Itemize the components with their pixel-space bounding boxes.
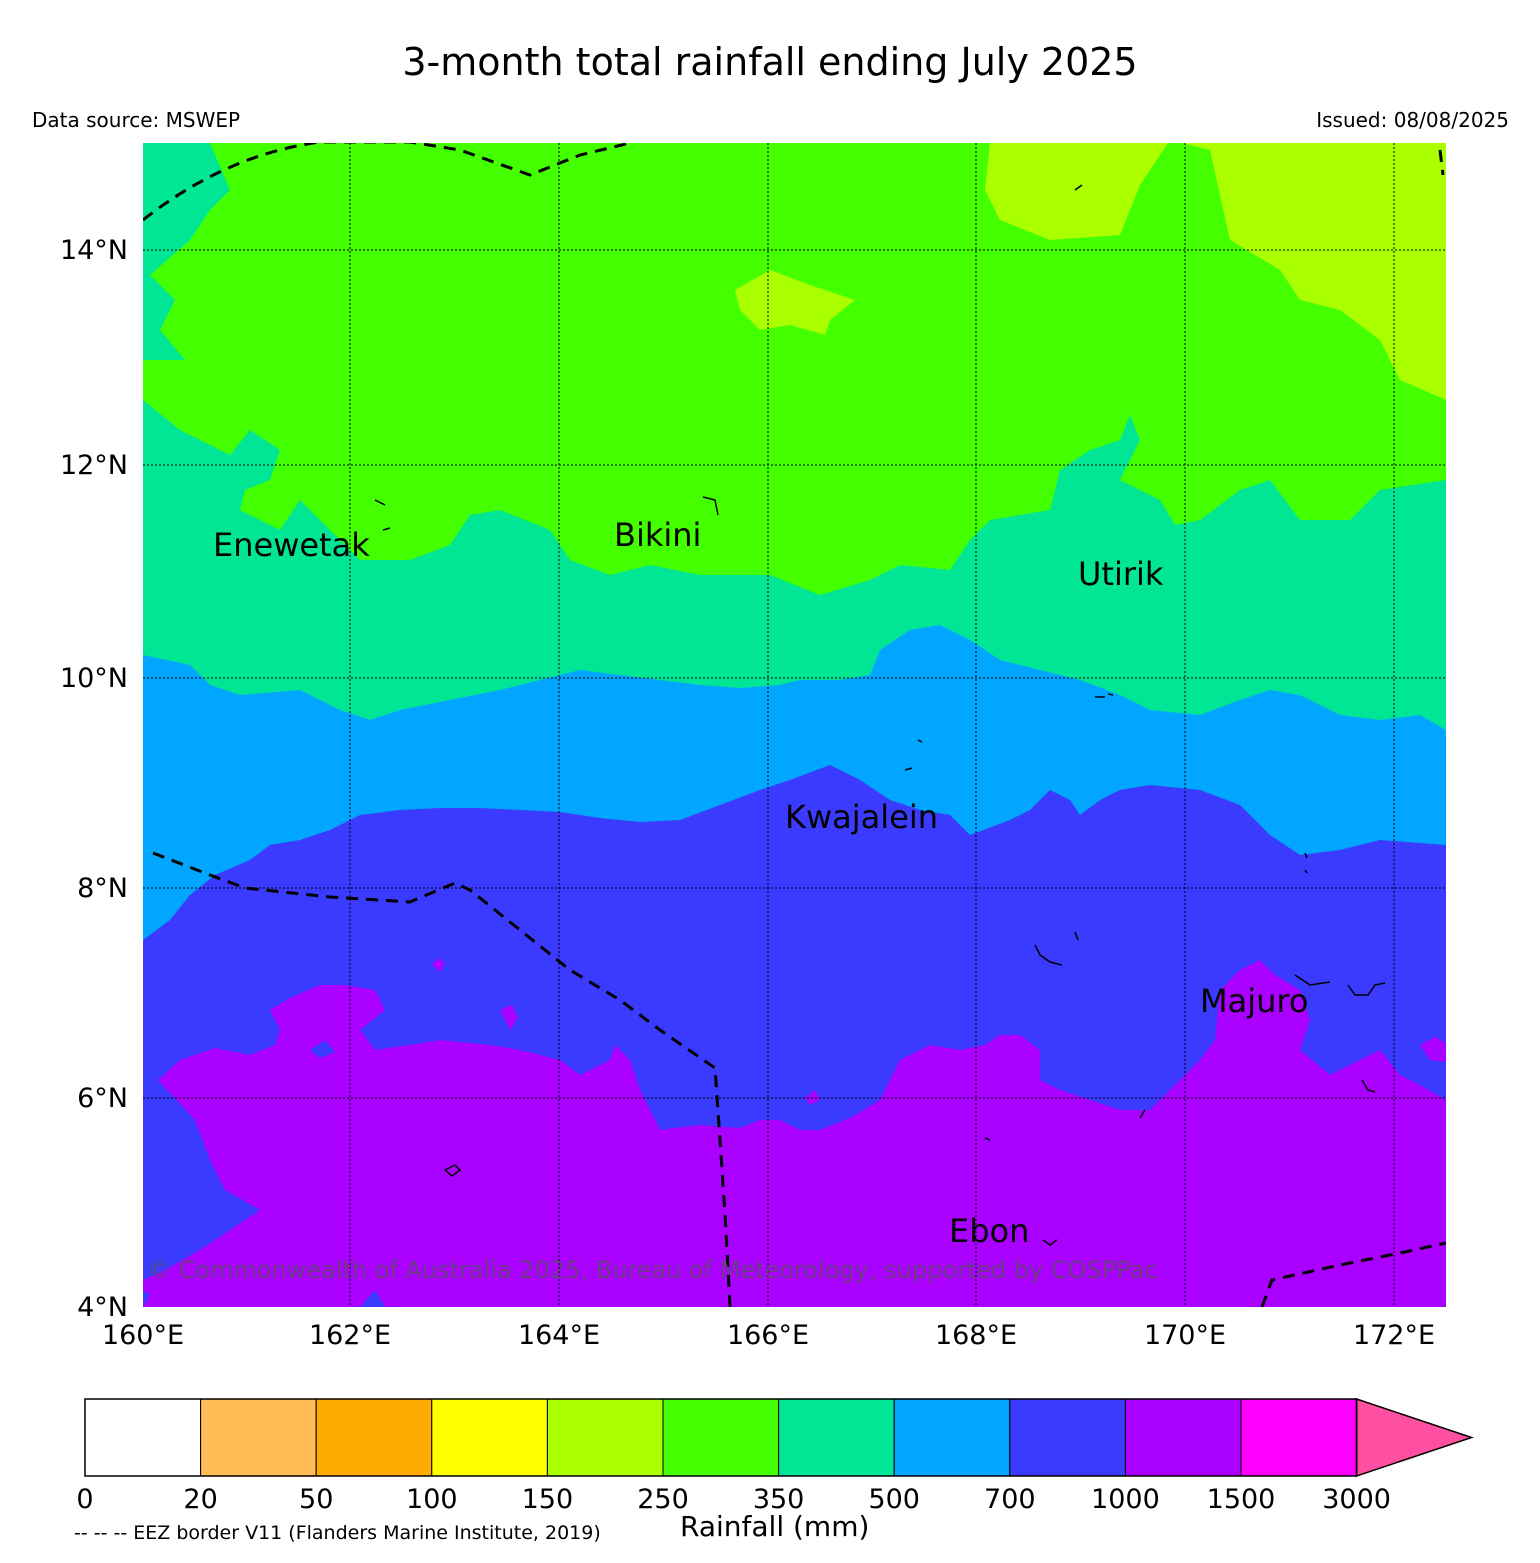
colorbar-label: Rainfall (mm) [680,1510,870,1543]
colorbar-swatch [200,1398,317,1477]
lat-label: 10°N [60,663,128,694]
colorbar-tick-label: 150 [522,1484,574,1515]
colorbar-swatch [1124,1398,1242,1477]
colorbar-tick-label: 1000 [1091,1484,1160,1515]
colorbar-swatch [84,1398,202,1477]
eez-borders [143,143,1446,1307]
data-source: Data source: MSWEP [32,108,241,132]
map-title: 3-month total rainfall ending July 2025 [402,40,1138,84]
lon-label: 164°E [518,1320,600,1351]
colorbar-swatch [315,1398,433,1477]
lon-label: 172°E [1353,1320,1435,1351]
band-1000-1500-patch [500,1005,518,1030]
band-700-1000-patch [310,1040,335,1058]
colorbar-swatch [546,1398,664,1477]
lon-label: 170°E [1144,1320,1226,1351]
eez-border-note: -- -- -- EEZ border V11 (Flanders Marine… [74,1522,601,1544]
colorbar-tick-label: 3000 [1322,1484,1391,1515]
lat-label: 12°N [60,450,128,481]
lon-label: 162°E [309,1320,391,1351]
place-label-kwajalein: Kwajalein [785,798,938,836]
lat-label: 14°N [60,235,128,266]
colorbar-tick-label: 250 [637,1484,689,1515]
colorbar-swatch [662,1398,780,1477]
colorbar-swatch [431,1398,548,1477]
colorbar-swatch [778,1398,895,1477]
colorbar-tick-label: 350 [753,1484,805,1515]
colorbar-extend-arrow [1355,1397,1474,1478]
place-label-majuro: Majuro [1200,982,1308,1020]
latitude-labels: 14°N 12°N 10°N 8°N 6°N 4°N [60,235,128,1323]
band-700-1000-patch [143,1290,150,1307]
lon-label: 168°E [935,1320,1017,1351]
issued-date: Issued: 08/08/2025 [1316,108,1509,132]
lat-label: 6°N [77,1083,128,1114]
colorbar-tick-label: 50 [299,1484,333,1515]
colorbar-ticks: 0 20 50 100 150 250 350 500 700 1000 1500 3000 [76,1484,1391,1515]
colorbar-tick-label: 100 [406,1484,458,1515]
colorbar-tick-label: 700 [984,1484,1036,1515]
copyright-watermark: © Commonwealth of Australia 2025, Bureau… [147,1256,1158,1284]
lon-label: 160°E [102,1320,184,1351]
lat-label: 4°N [77,1292,128,1323]
colorbar-tick-label: 1500 [1207,1484,1276,1515]
colorbar-swatch [1009,1398,1126,1477]
colorbar-tick-label: 500 [868,1484,920,1515]
band-1000-1500 [143,960,1446,1307]
band-150-250-patch [735,270,855,335]
place-label-ebon: Ebon [949,1212,1029,1250]
colorbar-swatch [893,1398,1011,1477]
colorbar-outline [84,1398,1358,1477]
longitude-labels: 160°E 162°E 164°E 166°E 168°E 170°E 172°… [102,1320,1435,1351]
place-label-enewetak: Enewetak [213,526,370,564]
place-label-utirik: Utirik [1078,555,1164,593]
rainfall-contours [143,143,1446,1307]
band-1000-1500-patch [432,958,445,972]
band-500-700-lobe [1015,772,1050,800]
band-1000-1500-patch [1420,1037,1446,1062]
atoll-outlines [374,184,1386,1246]
lon-label: 166°E [727,1320,809,1351]
band-700-1000-patch [360,1290,385,1307]
gridlines [143,143,1446,1307]
lat-label: 8°N [77,873,128,904]
colorbar-tick-label: 20 [183,1484,217,1515]
colorbar [84,1397,1474,1478]
place-label-bikini: Bikini [614,516,701,554]
colorbar-tick-label: 0 [76,1484,93,1515]
colorbar-swatch [1240,1398,1358,1477]
